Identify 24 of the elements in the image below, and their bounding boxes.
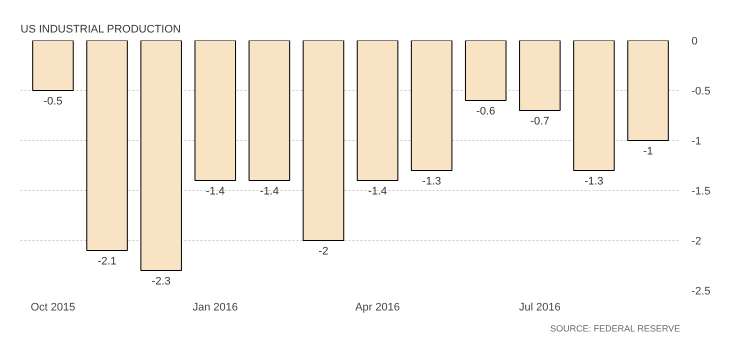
data-label: -1 (643, 146, 653, 158)
data-label: -1.4 (260, 186, 279, 198)
data-label: -1.4 (368, 186, 388, 198)
x-tick-label: Jul 2016 (519, 302, 561, 314)
source-note: SOURCE: FEDERAL RESERVE (550, 324, 680, 334)
data-label: -2.1 (98, 256, 117, 268)
data-label: -2 (318, 246, 328, 258)
y-tick-label: -0.5 (692, 86, 710, 98)
x-tick-label: Oct 2015 (30, 302, 76, 314)
y-tick-label: -2 (692, 236, 702, 248)
y-tick-label: -2.5 (692, 286, 710, 298)
y-tick-label: -1 (692, 136, 702, 148)
data-label: -1.3 (584, 176, 604, 188)
data-label: -0.7 (530, 116, 550, 128)
chart-title: US INDUSTRIAL PRODUCTION (20, 24, 181, 36)
data-label: -0.6 (476, 106, 496, 118)
data-label: -0.5 (43, 96, 62, 108)
data-label: -1.4 (206, 186, 225, 198)
data-label: -2.3 (152, 276, 171, 288)
data-label: -1.3 (422, 176, 442, 188)
y-tick-label: -1.5 (692, 186, 710, 198)
x-tick-label: Jan 2016 (192, 302, 238, 314)
x-tick-label: Apr 2016 (355, 302, 400, 314)
y-tick-label: 0 (692, 36, 698, 48)
